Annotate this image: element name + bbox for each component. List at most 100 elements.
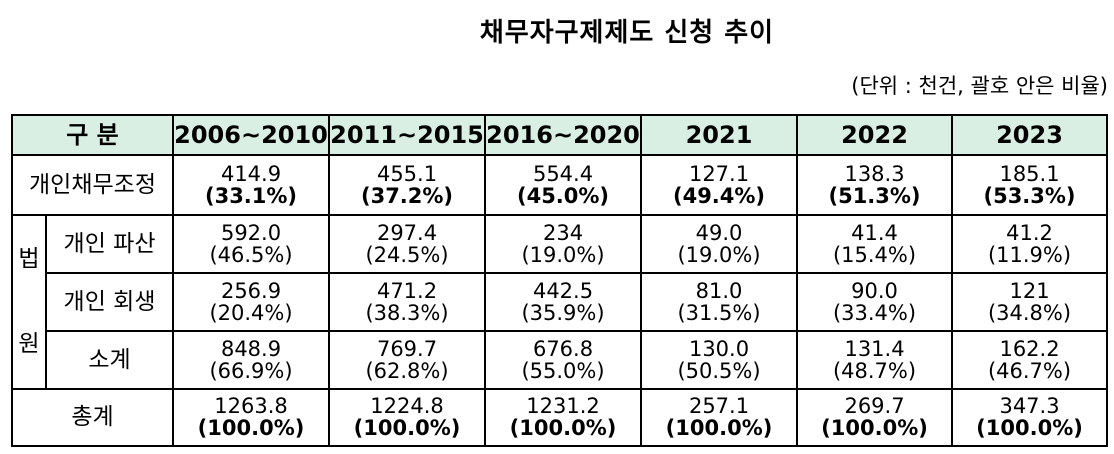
cell-ratio: (38.3%) bbox=[365, 300, 449, 325]
cell-value: 1231.2 bbox=[526, 394, 600, 418]
spacer bbox=[13, 271, 45, 333]
cell-value: 414.9 bbox=[220, 161, 282, 186]
cell-ratio: (20.4%) bbox=[209, 300, 293, 325]
table-cell: 130.0 (50.5%) bbox=[640, 330, 799, 390]
cell-value: 848.9 bbox=[220, 336, 282, 361]
table-row: 소계 848.9 (66.9%) 769.7 (62.8%) 676.8 (55.0%… bbox=[12, 330, 1109, 390]
cell-ratio: (49.4%) bbox=[672, 183, 766, 208]
cell-value: 81.0 bbox=[695, 278, 743, 303]
cell-value: 49.0 bbox=[695, 220, 743, 245]
header-period: 2022 bbox=[796, 114, 954, 156]
table-cell: 256.9 (20.4%) bbox=[172, 272, 331, 332]
cell-value: 90.0 bbox=[851, 278, 898, 303]
table-row: 개인채무조정 414.9 (33.1%) 455.1 (37.2%) 554.4 (4… bbox=[10, 154, 1109, 216]
cell-ratio: (100.0%) bbox=[353, 416, 461, 440]
header-period: 2021 bbox=[640, 114, 799, 156]
table-cell: 471.2 (38.3%) bbox=[328, 272, 487, 332]
cell-value: 162.2 bbox=[999, 336, 1060, 361]
cell-ratio: (11.9%) bbox=[987, 242, 1072, 267]
cell-value: 41.2 bbox=[1006, 220, 1053, 245]
table-cell: 455.1 (37.2%) bbox=[328, 154, 487, 216]
cell-ratio: (31.5%) bbox=[677, 300, 761, 325]
cell-value: 127.1 bbox=[688, 161, 750, 186]
table-cell: 41.2 (11.9%) bbox=[951, 214, 1109, 274]
cell-ratio: (100.0%) bbox=[665, 416, 773, 440]
cell-value: 130.0 bbox=[688, 336, 750, 361]
table-cell: 234 (19.0%) bbox=[484, 214, 643, 274]
table-cell: 138.3 (51.3%) bbox=[796, 154, 954, 216]
table-cell: 257.1 (100.0%) bbox=[640, 388, 799, 447]
table-cell: 592.0 (46.5%) bbox=[172, 214, 331, 274]
cell-ratio: (100.0%) bbox=[197, 416, 305, 440]
row-label: 소계 bbox=[44, 330, 175, 390]
cell-value: 297.4 bbox=[376, 220, 438, 245]
cell-value: 347.3 bbox=[999, 394, 1060, 418]
row-label: 총계 bbox=[10, 388, 175, 447]
table-cell: 1231.2 (100.0%) bbox=[484, 388, 643, 447]
table-cell: 554.4 (45.0%) bbox=[484, 154, 643, 216]
table-cell: 1224.8 (100.0%) bbox=[328, 388, 487, 447]
unit-note: (단위 : 천건, 괄호 안은 비율) bbox=[851, 74, 1108, 98]
cell-value: 41.4 bbox=[851, 220, 898, 245]
cell-ratio: (33.4%) bbox=[832, 300, 917, 325]
cell-ratio: (46.7%) bbox=[987, 358, 1072, 383]
cell-ratio: (55.0%) bbox=[521, 358, 605, 383]
row-label: 개인 회생 bbox=[44, 272, 175, 332]
cell-value: 256.9 bbox=[220, 278, 282, 303]
header-row: 구 분 2006~2010 2011~2015 2016~2020 2021 2… bbox=[10, 114, 1109, 156]
cell-ratio: (50.5%) bbox=[677, 358, 761, 383]
cell-value: 554.4 bbox=[532, 161, 594, 186]
table-cell: 676.8 (55.0%) bbox=[484, 330, 643, 390]
group-char: 법 bbox=[18, 246, 40, 272]
table-cell: 769.7 (62.8%) bbox=[328, 330, 487, 390]
table-cell: 90.0 (33.4%) bbox=[796, 272, 954, 332]
cell-value: 442.5 bbox=[532, 278, 594, 303]
table-cell: 414.9 (33.1%) bbox=[172, 154, 331, 216]
cell-ratio: (34.8%) bbox=[987, 300, 1072, 325]
cell-ratio: (19.0%) bbox=[521, 242, 605, 267]
cell-ratio: (100.0%) bbox=[821, 416, 928, 440]
cell-value: 138.3 bbox=[844, 161, 905, 186]
cell-ratio: (51.3%) bbox=[828, 183, 921, 208]
cell-ratio: (35.9%) bbox=[521, 300, 605, 325]
cell-ratio: (62.8%) bbox=[365, 358, 449, 383]
header-period: 2016~2020 bbox=[484, 114, 643, 156]
cell-ratio: (19.0%) bbox=[677, 242, 761, 267]
cell-ratio: (45.0%) bbox=[516, 183, 610, 208]
cell-value: 592.0 bbox=[220, 220, 282, 245]
cell-value: 455.1 bbox=[376, 161, 438, 186]
cell-ratio: (100.0%) bbox=[509, 416, 617, 440]
row-label: 개인 파산 bbox=[44, 214, 175, 274]
cell-ratio: (53.3%) bbox=[983, 183, 1076, 208]
table-cell: 41.4 (15.4%) bbox=[796, 214, 954, 274]
table-row: 개인 회생 256.9 (20.4%) 471.2 (38.3%) 442.5 (35… bbox=[12, 272, 1109, 332]
cell-ratio: (15.4%) bbox=[832, 242, 917, 267]
cell-ratio: (33.1%) bbox=[204, 183, 298, 208]
cell-value: 131.4 bbox=[844, 336, 905, 361]
cell-value: 121 bbox=[1009, 278, 1050, 303]
cell-value: 769.7 bbox=[376, 336, 438, 361]
header-period: 2006~2010 bbox=[172, 114, 331, 156]
table-cell: 121 (34.8%) bbox=[951, 272, 1109, 332]
table-cell: 269.7 (100.0%) bbox=[796, 388, 954, 447]
table-cell: 131.4 (48.7%) bbox=[796, 330, 954, 390]
table-cell: 347.3 (100.0%) bbox=[951, 388, 1109, 447]
cell-ratio: (46.5%) bbox=[209, 242, 293, 267]
table-cell: 185.1 (53.3%) bbox=[951, 154, 1109, 216]
table-cell: 162.2 (46.7%) bbox=[951, 330, 1109, 390]
statistics-table: 구 분 2006~2010 2011~2015 2016~2020 2021 2… bbox=[10, 114, 1109, 447]
cell-value: 1224.8 bbox=[370, 394, 444, 418]
table-cell: 127.1 (49.4%) bbox=[640, 154, 799, 216]
table-cell: 81.0 (31.5%) bbox=[640, 272, 799, 332]
table-cell: 1263.8 (100.0%) bbox=[172, 388, 331, 447]
header-period: 2023 bbox=[951, 114, 1109, 156]
header-category: 구 분 bbox=[10, 114, 175, 156]
table-row: 총계 1263.8 (100.0%) 1224.8 (100.0%) 1231.2(… bbox=[10, 388, 1109, 447]
cell-value: 269.7 bbox=[844, 394, 905, 418]
cell-value: 234 bbox=[542, 220, 584, 245]
cell-ratio: (100.0%) bbox=[976, 416, 1083, 440]
page-title: 채무자구제제도 신청 추이 bbox=[479, 18, 775, 48]
header-period: 2011~2015 bbox=[328, 114, 487, 156]
